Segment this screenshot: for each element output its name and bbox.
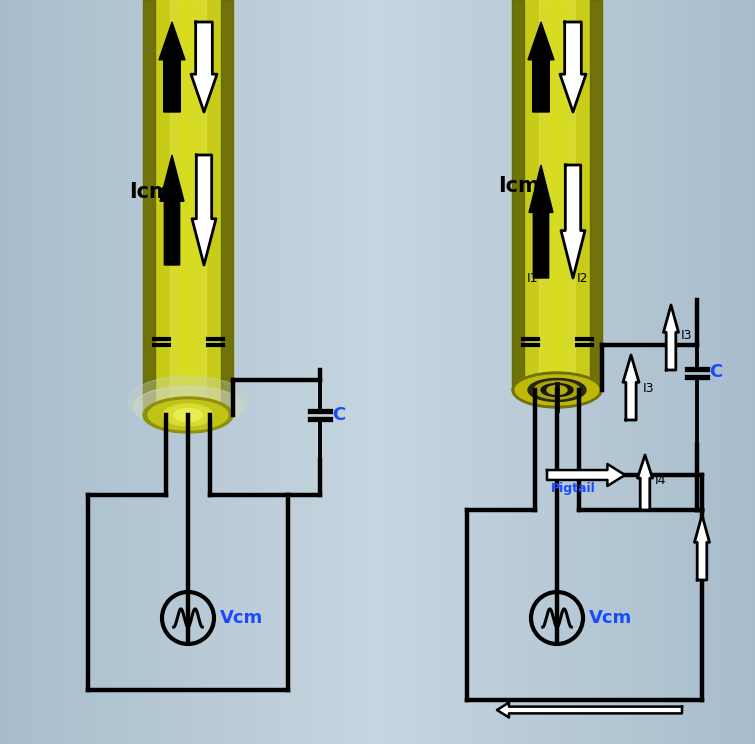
- Polygon shape: [560, 22, 586, 112]
- Text: Icm: Icm: [498, 176, 540, 196]
- Polygon shape: [160, 155, 184, 265]
- Bar: [549, 0, 565, 390]
- Polygon shape: [664, 305, 679, 370]
- Ellipse shape: [547, 385, 567, 394]
- Text: I3: I3: [681, 329, 692, 341]
- Bar: [143, 0, 155, 415]
- Ellipse shape: [515, 375, 599, 405]
- Bar: [180, 0, 196, 415]
- Text: Vcm: Vcm: [220, 609, 263, 627]
- Text: I4: I4: [655, 473, 667, 487]
- Text: C: C: [332, 406, 345, 424]
- Bar: [512, 0, 602, 390]
- Polygon shape: [637, 455, 652, 510]
- Polygon shape: [529, 165, 553, 278]
- Text: I2: I2: [578, 272, 589, 285]
- Bar: [143, 0, 233, 415]
- Bar: [170, 0, 206, 415]
- Text: I3: I3: [643, 382, 655, 394]
- Polygon shape: [528, 22, 554, 112]
- Bar: [539, 0, 575, 390]
- Ellipse shape: [128, 376, 248, 426]
- Bar: [512, 0, 524, 390]
- Text: Vcm: Vcm: [589, 609, 632, 627]
- Ellipse shape: [528, 379, 586, 402]
- Ellipse shape: [534, 381, 580, 399]
- Ellipse shape: [163, 404, 213, 426]
- Text: Pigtail: Pigtail: [551, 482, 596, 495]
- Polygon shape: [561, 165, 585, 278]
- Text: C: C: [709, 363, 723, 381]
- Ellipse shape: [174, 408, 202, 422]
- Polygon shape: [623, 355, 639, 420]
- Ellipse shape: [512, 372, 602, 408]
- Ellipse shape: [133, 386, 243, 428]
- Polygon shape: [695, 515, 710, 580]
- Text: I1: I1: [526, 272, 538, 285]
- Bar: [590, 0, 602, 390]
- Polygon shape: [191, 22, 217, 112]
- Ellipse shape: [541, 383, 573, 397]
- Ellipse shape: [143, 397, 233, 433]
- Polygon shape: [192, 155, 216, 265]
- Polygon shape: [159, 22, 185, 112]
- Text: Icm: Icm: [129, 182, 171, 202]
- Polygon shape: [497, 702, 682, 717]
- Bar: [221, 0, 233, 415]
- Ellipse shape: [148, 400, 228, 430]
- Polygon shape: [547, 464, 625, 486]
